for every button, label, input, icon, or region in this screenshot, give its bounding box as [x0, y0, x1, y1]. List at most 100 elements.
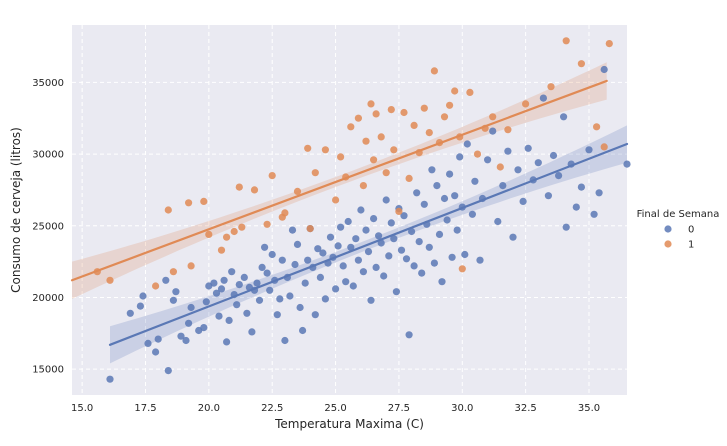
data-point-1	[250, 186, 259, 194]
data-point-0	[169, 296, 177, 304]
data-point-1	[268, 172, 276, 180]
x-axis-ticks: 15.0 17.5 20.0 22.5 25.0 27.5 30.0 32.5 35.0	[71, 403, 600, 414]
data-point-0	[560, 113, 568, 121]
x-tick-label: 30.0	[451, 403, 473, 414]
x-tick-label: 15.0	[71, 403, 93, 414]
data-point-0	[463, 140, 471, 148]
data-point-0	[359, 268, 367, 276]
data-point-1	[337, 153, 345, 161]
y-tick-label: 25000	[32, 221, 64, 232]
data-point-0	[499, 182, 507, 190]
data-point-1	[347, 123, 355, 131]
data-point-0	[316, 273, 324, 281]
data-point-0	[590, 210, 598, 218]
data-point-0	[235, 281, 243, 289]
data-point-1	[362, 137, 370, 145]
data-point-0	[514, 166, 522, 174]
data-point-0	[268, 250, 276, 259]
data-point-0	[273, 311, 281, 319]
data-point-0	[400, 212, 408, 220]
data-point-0	[484, 156, 492, 164]
data-point-0	[354, 256, 362, 264]
data-point-0	[435, 230, 444, 238]
data-point-0	[375, 232, 383, 240]
data-point-0	[380, 272, 388, 280]
data-point-1	[562, 37, 570, 45]
data-point-0	[126, 309, 134, 317]
data-point-1	[605, 40, 613, 48]
data-point-1	[466, 88, 474, 96]
data-point-0	[281, 336, 289, 345]
data-point-0	[408, 227, 416, 236]
data-point-0	[413, 189, 421, 197]
data-point-1	[547, 83, 555, 91]
y-tick-label: 35000	[32, 78, 64, 89]
data-point-0	[364, 248, 373, 256]
y-axis-ticks: 15000 20000 25000 30000 35000	[32, 78, 64, 376]
data-point-0	[494, 217, 502, 226]
data-point-1	[311, 169, 319, 177]
data-point-1	[200, 197, 208, 205]
data-point-0	[577, 183, 586, 191]
regression-line-1	[70, 79, 608, 282]
data-point-0	[225, 316, 233, 324]
data-point-0	[392, 288, 400, 296]
data-point-1	[169, 268, 177, 276]
data-point-0	[210, 279, 218, 287]
data-point-1	[446, 101, 454, 109]
data-point-0	[352, 235, 360, 243]
data-point-0	[405, 331, 413, 339]
data-point-0	[286, 292, 294, 300]
data-point-0	[144, 339, 152, 347]
data-point-0	[106, 375, 114, 383]
data-point-1	[185, 199, 193, 207]
data-point-0	[385, 252, 393, 260]
data-point-1	[430, 67, 438, 75]
data-point-1	[387, 106, 395, 114]
regression-lines	[70, 79, 629, 346]
data-point-0	[428, 166, 436, 174]
data-point-0	[321, 295, 329, 303]
data-point-0	[276, 295, 284, 303]
data-point-1	[504, 126, 512, 134]
data-point-0	[390, 235, 398, 243]
data-point-0	[334, 242, 342, 250]
data-point-0	[370, 215, 378, 223]
data-point-0	[212, 289, 221, 297]
data-point-0	[278, 256, 286, 264]
data-point-0	[162, 276, 170, 284]
legend-marker-0	[664, 225, 672, 233]
data-point-0	[362, 226, 370, 234]
y-axis-label: Consumo de cerveja (litros)	[9, 127, 23, 293]
data-point-0	[446, 170, 454, 178]
data-point-0	[332, 285, 340, 293]
data-point-0	[314, 245, 322, 253]
data-point-0	[440, 194, 449, 203]
data-point-0	[438, 278, 446, 286]
data-point-0	[311, 311, 319, 319]
data-point-0	[415, 238, 423, 246]
data-point-0	[185, 319, 193, 327]
data-point-0	[595, 189, 603, 197]
legend-marker-1	[664, 240, 672, 248]
data-point-0	[367, 296, 375, 304]
data-point-1	[395, 207, 403, 215]
data-point-0	[397, 246, 406, 254]
data-point-0	[261, 243, 269, 251]
data-point-0	[182, 336, 190, 345]
data-point-0	[164, 367, 172, 375]
data-point-0	[258, 263, 266, 271]
data-point-0	[293, 240, 302, 248]
data-point-0	[342, 278, 350, 286]
data-point-0	[228, 268, 236, 276]
data-point-1	[321, 146, 329, 154]
data-point-0	[319, 249, 327, 257]
data-point-0	[253, 279, 261, 287]
data-point-0	[534, 159, 542, 167]
data-point-0	[585, 146, 593, 154]
legend: Final de Semana 0 1	[637, 209, 720, 251]
data-point-0	[562, 223, 570, 231]
data-point-1	[306, 225, 314, 233]
data-point-0	[402, 255, 411, 263]
data-point-1	[235, 183, 243, 191]
